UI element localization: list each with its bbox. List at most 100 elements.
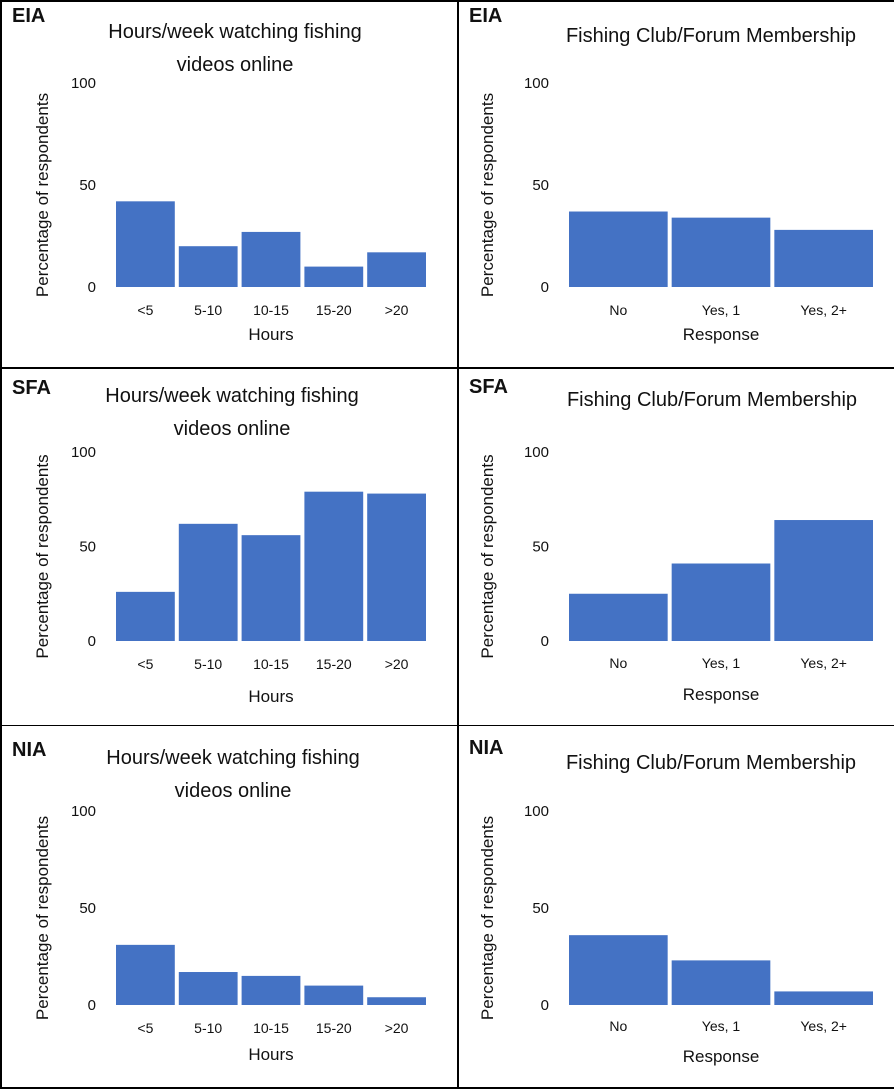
region-label: NIA — [469, 737, 503, 759]
x-axis-label: Response — [683, 685, 760, 704]
y-tick-label-0: 0 — [88, 997, 96, 1014]
chart-title-line: videos online — [174, 418, 291, 440]
bar-20 — [367, 997, 426, 1005]
y-tick-label-0: 0 — [541, 997, 549, 1014]
bar-5 — [116, 944, 175, 1005]
x-tick-label-15-20: 15-20 — [316, 656, 352, 672]
y-tick-label-100: 100 — [71, 803, 96, 820]
y-tick-label-100: 100 — [524, 75, 549, 92]
bar-10-15 — [241, 975, 301, 1005]
y-tick-label-100: 100 — [524, 803, 549, 820]
y-tick-label-50: 50 — [532, 539, 549, 556]
x-tick-label-5: <5 — [137, 656, 153, 672]
x-tick-label-15-20: 15-20 — [316, 1020, 352, 1036]
bar-5-10 — [178, 246, 238, 287]
x-tick-label-yes-2: Yes, 2+ — [800, 302, 847, 318]
chart-title-line: Fishing Club/Forum Membership — [566, 752, 856, 774]
y-axis-label: Percentage of respondents — [478, 454, 497, 658]
y-tick-label-50: 50 — [532, 177, 549, 194]
x-axis-label: Hours — [248, 1045, 293, 1064]
bar-5-10 — [178, 523, 238, 641]
chart-svg-nia-hours: NIA Hours/week watching fishing videos onl… — [12, 739, 426, 1064]
x-tick-label-10-15: 10-15 — [253, 656, 289, 672]
chart-title-line: videos online — [175, 780, 292, 802]
x-tick-label-5-10: 5-10 — [194, 1020, 222, 1036]
x-tick-label-10-15: 10-15 — [253, 1020, 289, 1036]
x-tick-label-no: No — [609, 1018, 627, 1034]
chart-title-line: Hours/week watching fishing — [106, 747, 359, 769]
x-tick-label-5: <5 — [137, 302, 153, 318]
chart-svg-sfa-membership: SFA Fishing Club/Forum Membership 0 50 100 No… — [469, 376, 873, 704]
y-tick-label-100: 100 — [71, 444, 96, 461]
chart-title-line: Fishing Club/Forum Membership — [566, 25, 856, 47]
region-label: SFA — [469, 376, 508, 398]
x-tick-label-yes-1: Yes, 1 — [702, 1018, 741, 1034]
chart-panel-eia-membership: EIA Fishing Club/Forum Membership 0 50 100 No… — [459, 0, 894, 367]
x-tick-label-10-15: 10-15 — [253, 302, 289, 318]
x-tick-label-yes-1: Yes, 1 — [702, 302, 741, 318]
chart-title-line: Hours/week watching fishing — [108, 21, 361, 43]
chart-panel-sfa-membership: SFA Fishing Club/Forum Membership 0 50 100 No… — [459, 369, 894, 725]
bar-10-15 — [241, 231, 301, 287]
x-tick-label-no: No — [609, 655, 627, 671]
x-tick-label-yes-1: Yes, 1 — [702, 655, 741, 671]
chart-panel-sfa-hours: SFA Hours/week watching fishing videos onl… — [0, 369, 457, 725]
y-tick-label-100: 100 — [524, 444, 549, 461]
chart-panel-nia-membership: NIA Fishing Club/Forum Membership 0 50 100 No… — [459, 726, 894, 1087]
region-label: NIA — [12, 739, 46, 761]
chart-svg-nia-membership: NIA Fishing Club/Forum Membership 0 50 100 No… — [469, 737, 873, 1066]
x-tick-label-yes-2: Yes, 2+ — [800, 1018, 847, 1034]
bar-5-10 — [178, 972, 238, 1005]
y-tick-label-50: 50 — [79, 177, 96, 194]
horizontal-divider-1 — [0, 367, 894, 369]
bar-yes-2 — [774, 991, 873, 1005]
bar-yes-1 — [671, 563, 771, 641]
outer-border-left — [0, 0, 2, 1089]
x-tick-label-5-10: 5-10 — [194, 302, 222, 318]
region-label: EIA — [469, 5, 502, 27]
chart-title-line: Hours/week watching fishing — [105, 385, 358, 407]
y-tick-label-50: 50 — [79, 539, 96, 556]
chart-svg-eia-membership: EIA Fishing Club/Forum Membership 0 50 100 No… — [469, 5, 873, 344]
bar-yes-1 — [671, 217, 771, 287]
x-tick-label-15-20: 15-20 — [316, 302, 352, 318]
bar-yes-1 — [671, 960, 771, 1005]
bar-no — [569, 211, 668, 287]
y-tick-label-100: 100 — [71, 75, 96, 92]
bar-yes-2 — [774, 520, 873, 641]
x-axis-label: Response — [683, 325, 760, 344]
chart-title-line: videos online — [177, 54, 294, 76]
x-tick-label-20: >20 — [385, 1020, 409, 1036]
y-axis-label: Percentage of respondents — [478, 93, 497, 297]
chart-svg-sfa-hours: SFA Hours/week watching fishing videos onl… — [12, 377, 426, 706]
bar-10-15 — [241, 535, 301, 641]
y-axis-label: Percentage of respondents — [33, 454, 52, 658]
bar-15-20 — [304, 985, 364, 1005]
y-tick-label-50: 50 — [79, 900, 96, 917]
y-tick-label-0: 0 — [541, 633, 549, 650]
y-tick-label-0: 0 — [541, 279, 549, 296]
bar-20 — [367, 493, 426, 641]
bar-20 — [367, 252, 426, 287]
x-axis-label: Hours — [248, 325, 293, 344]
horizontal-divider-2 — [0, 725, 894, 726]
vertical-divider — [457, 0, 459, 1089]
x-axis-label: Response — [683, 1047, 760, 1066]
x-tick-label-20: >20 — [385, 302, 409, 318]
bar-no — [569, 593, 668, 641]
x-axis-label: Hours — [248, 687, 293, 706]
bar-5 — [116, 591, 175, 641]
y-axis-label: Percentage of respondents — [33, 816, 52, 1020]
x-tick-label-5: <5 — [137, 1020, 153, 1036]
y-axis-label: Percentage of respondents — [478, 816, 497, 1020]
y-axis-label: Percentage of respondents — [33, 93, 52, 297]
chart-panel-nia-hours: NIA Hours/week watching fishing videos onl… — [0, 726, 457, 1087]
outer-border-bottom — [0, 1087, 894, 1089]
chart-svg-eia-hours: EIA Hours/week watching fishing videos onl… — [12, 5, 426, 344]
bar-no — [569, 935, 668, 1005]
bar-15-20 — [304, 266, 364, 287]
region-label: SFA — [12, 377, 51, 399]
bar-15-20 — [304, 491, 364, 641]
chart-panel-eia-hours: EIA Hours/week watching fishing videos onl… — [0, 0, 457, 367]
region-label: EIA — [12, 5, 45, 27]
